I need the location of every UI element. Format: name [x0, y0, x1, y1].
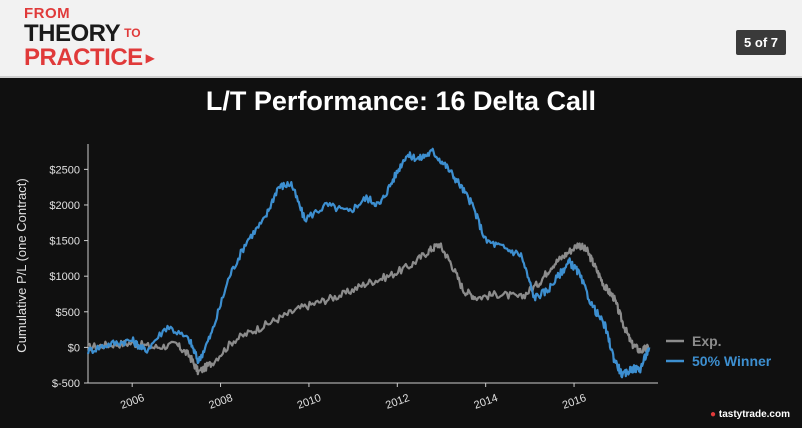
y-tick-label: $-500 — [52, 378, 80, 390]
x-tick-label: 2006 — [119, 392, 146, 412]
y-tick-label: $2500 — [49, 164, 80, 176]
logo-from: FROM — [24, 5, 71, 22]
from-theory-to-practice-logo: FROM THEORY TO PRACTICE ▶ — [24, 6, 155, 70]
y-tick-label: $2000 — [49, 200, 80, 212]
logo-to: TO — [124, 26, 141, 40]
legend-label: Exp. — [692, 333, 722, 349]
logo-practice: PRACTICE — [24, 44, 143, 71]
x-tick-label: 2008 — [207, 392, 234, 412]
page-indicator-badge: 5 of 7 — [736, 30, 786, 55]
legend-label: 50% Winner — [692, 353, 772, 369]
x-tick-label: 2012 — [384, 392, 411, 412]
x-tick-label: 2014 — [472, 392, 499, 412]
y-tick-label: $1000 — [49, 271, 80, 283]
brand-label: tastytrade.com — [718, 409, 790, 420]
slide-body — [0, 78, 802, 428]
x-tick-label: 2010 — [296, 392, 323, 412]
series-line-50-winner — [86, 147, 651, 379]
logo-theory: THEORY — [24, 20, 121, 47]
slide-header: FROM THEORY TO PRACTICE ▶ 5 of 7 — [0, 0, 802, 78]
y-tick-label: $500 — [56, 307, 80, 319]
tastytrade-brand: ● tastytrade.com — [710, 409, 790, 420]
y-axis-label: Cumulative P/L (one Contract) — [14, 178, 29, 352]
series-line-exp — [87, 242, 651, 376]
play-arrow-icon: ▶ — [145, 51, 155, 65]
x-tick-label: 2016 — [561, 392, 588, 412]
slide-title: L/T Performance: 16 Delta Call — [205, 86, 597, 116]
y-tick-label: $1500 — [49, 236, 80, 248]
brand-logo-icon: ● — [710, 409, 717, 420]
y-tick-label: $0 — [68, 342, 80, 354]
